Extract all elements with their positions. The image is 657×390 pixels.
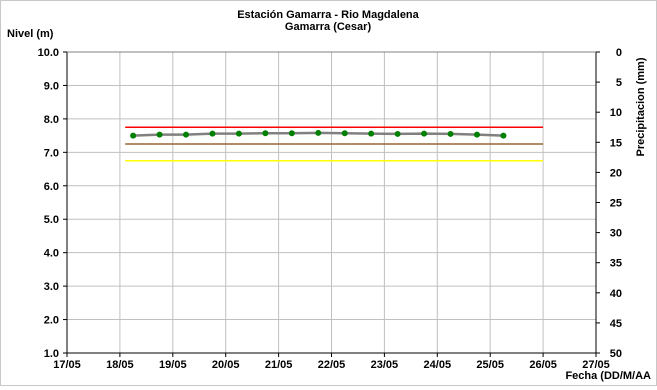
y-tick-label: 9.0 [44,80,59,92]
data-point [130,132,137,139]
axes [63,51,600,357]
x-axis-label: Fecha (DD/M/AA [565,370,651,382]
x-tick-label: 24/05 [424,359,452,371]
y2-tick-label: 45 [610,318,622,330]
data-point [235,130,242,137]
data-point [500,132,507,139]
y2-tick-label: 50 [610,348,622,360]
y-tick-label: 8.0 [44,114,59,126]
x-tick-label: 27/05 [582,359,610,371]
y-tick-label: 5.0 [44,214,59,226]
x-tick-label: 23/05 [371,359,399,371]
y-tick-label: 2.0 [44,315,59,327]
y2-tick-label: 25 [610,198,622,210]
y-tick-label: 7.0 [44,147,59,159]
data-point [288,130,295,137]
y2-tick-label: 30 [610,228,622,240]
data-point [156,131,163,138]
x-tick-label: 19/05 [159,359,187,371]
data-point [183,131,190,138]
y2-tick-label: 5 [616,77,622,89]
data-point [447,130,454,137]
x-tick-label: 17/05 [53,359,81,371]
y-tick-label: 3.0 [44,281,59,293]
y2-tick-label: 35 [610,258,622,270]
reference-lines [125,126,544,162]
x-tick-label: 26/05 [529,359,557,371]
y2-axis-label: Precipitacion (mm) [635,57,647,156]
data-point [421,130,428,137]
data-point [341,130,348,137]
y2-tick-label: 15 [610,137,622,149]
y-tick-label: 1.0 [44,348,59,360]
tick-labels: 10.0 9.0 8.0 7.0 6.0 5.0 4.0 3.0 2.0 1.017/05 18/0… [38,47,622,371]
grid [67,52,596,353]
x-tick-label: 21/05 [265,359,293,371]
x-tick-label: 20/05 [212,359,240,371]
x-tick-label: 18/05 [106,359,134,371]
y-tick-label: 4.0 [44,248,59,260]
data-point [262,130,269,137]
data-point [368,130,375,137]
chart-title: Estación Gamarra - Rio Magdalena [237,9,419,21]
y-tick-label: 6.0 [44,181,59,193]
y-tick-label: 10.0 [38,47,59,59]
series-layer [130,129,507,139]
data-point [473,131,480,138]
data-point [315,129,322,136]
x-tick-label: 25/05 [476,359,504,371]
y-axis-label: Nivel (m) [7,28,54,40]
y2-tick-label: 10 [610,107,622,119]
y2-tick-label: 0 [616,47,622,59]
y2-tick-label: 40 [610,288,622,300]
data-point [394,130,401,137]
x-tick-label: 22/05 [318,359,346,371]
chart-subtitle: Gamarra (Cesar) [285,21,372,33]
y2-tick-label: 20 [610,167,622,179]
data-point [209,130,216,137]
